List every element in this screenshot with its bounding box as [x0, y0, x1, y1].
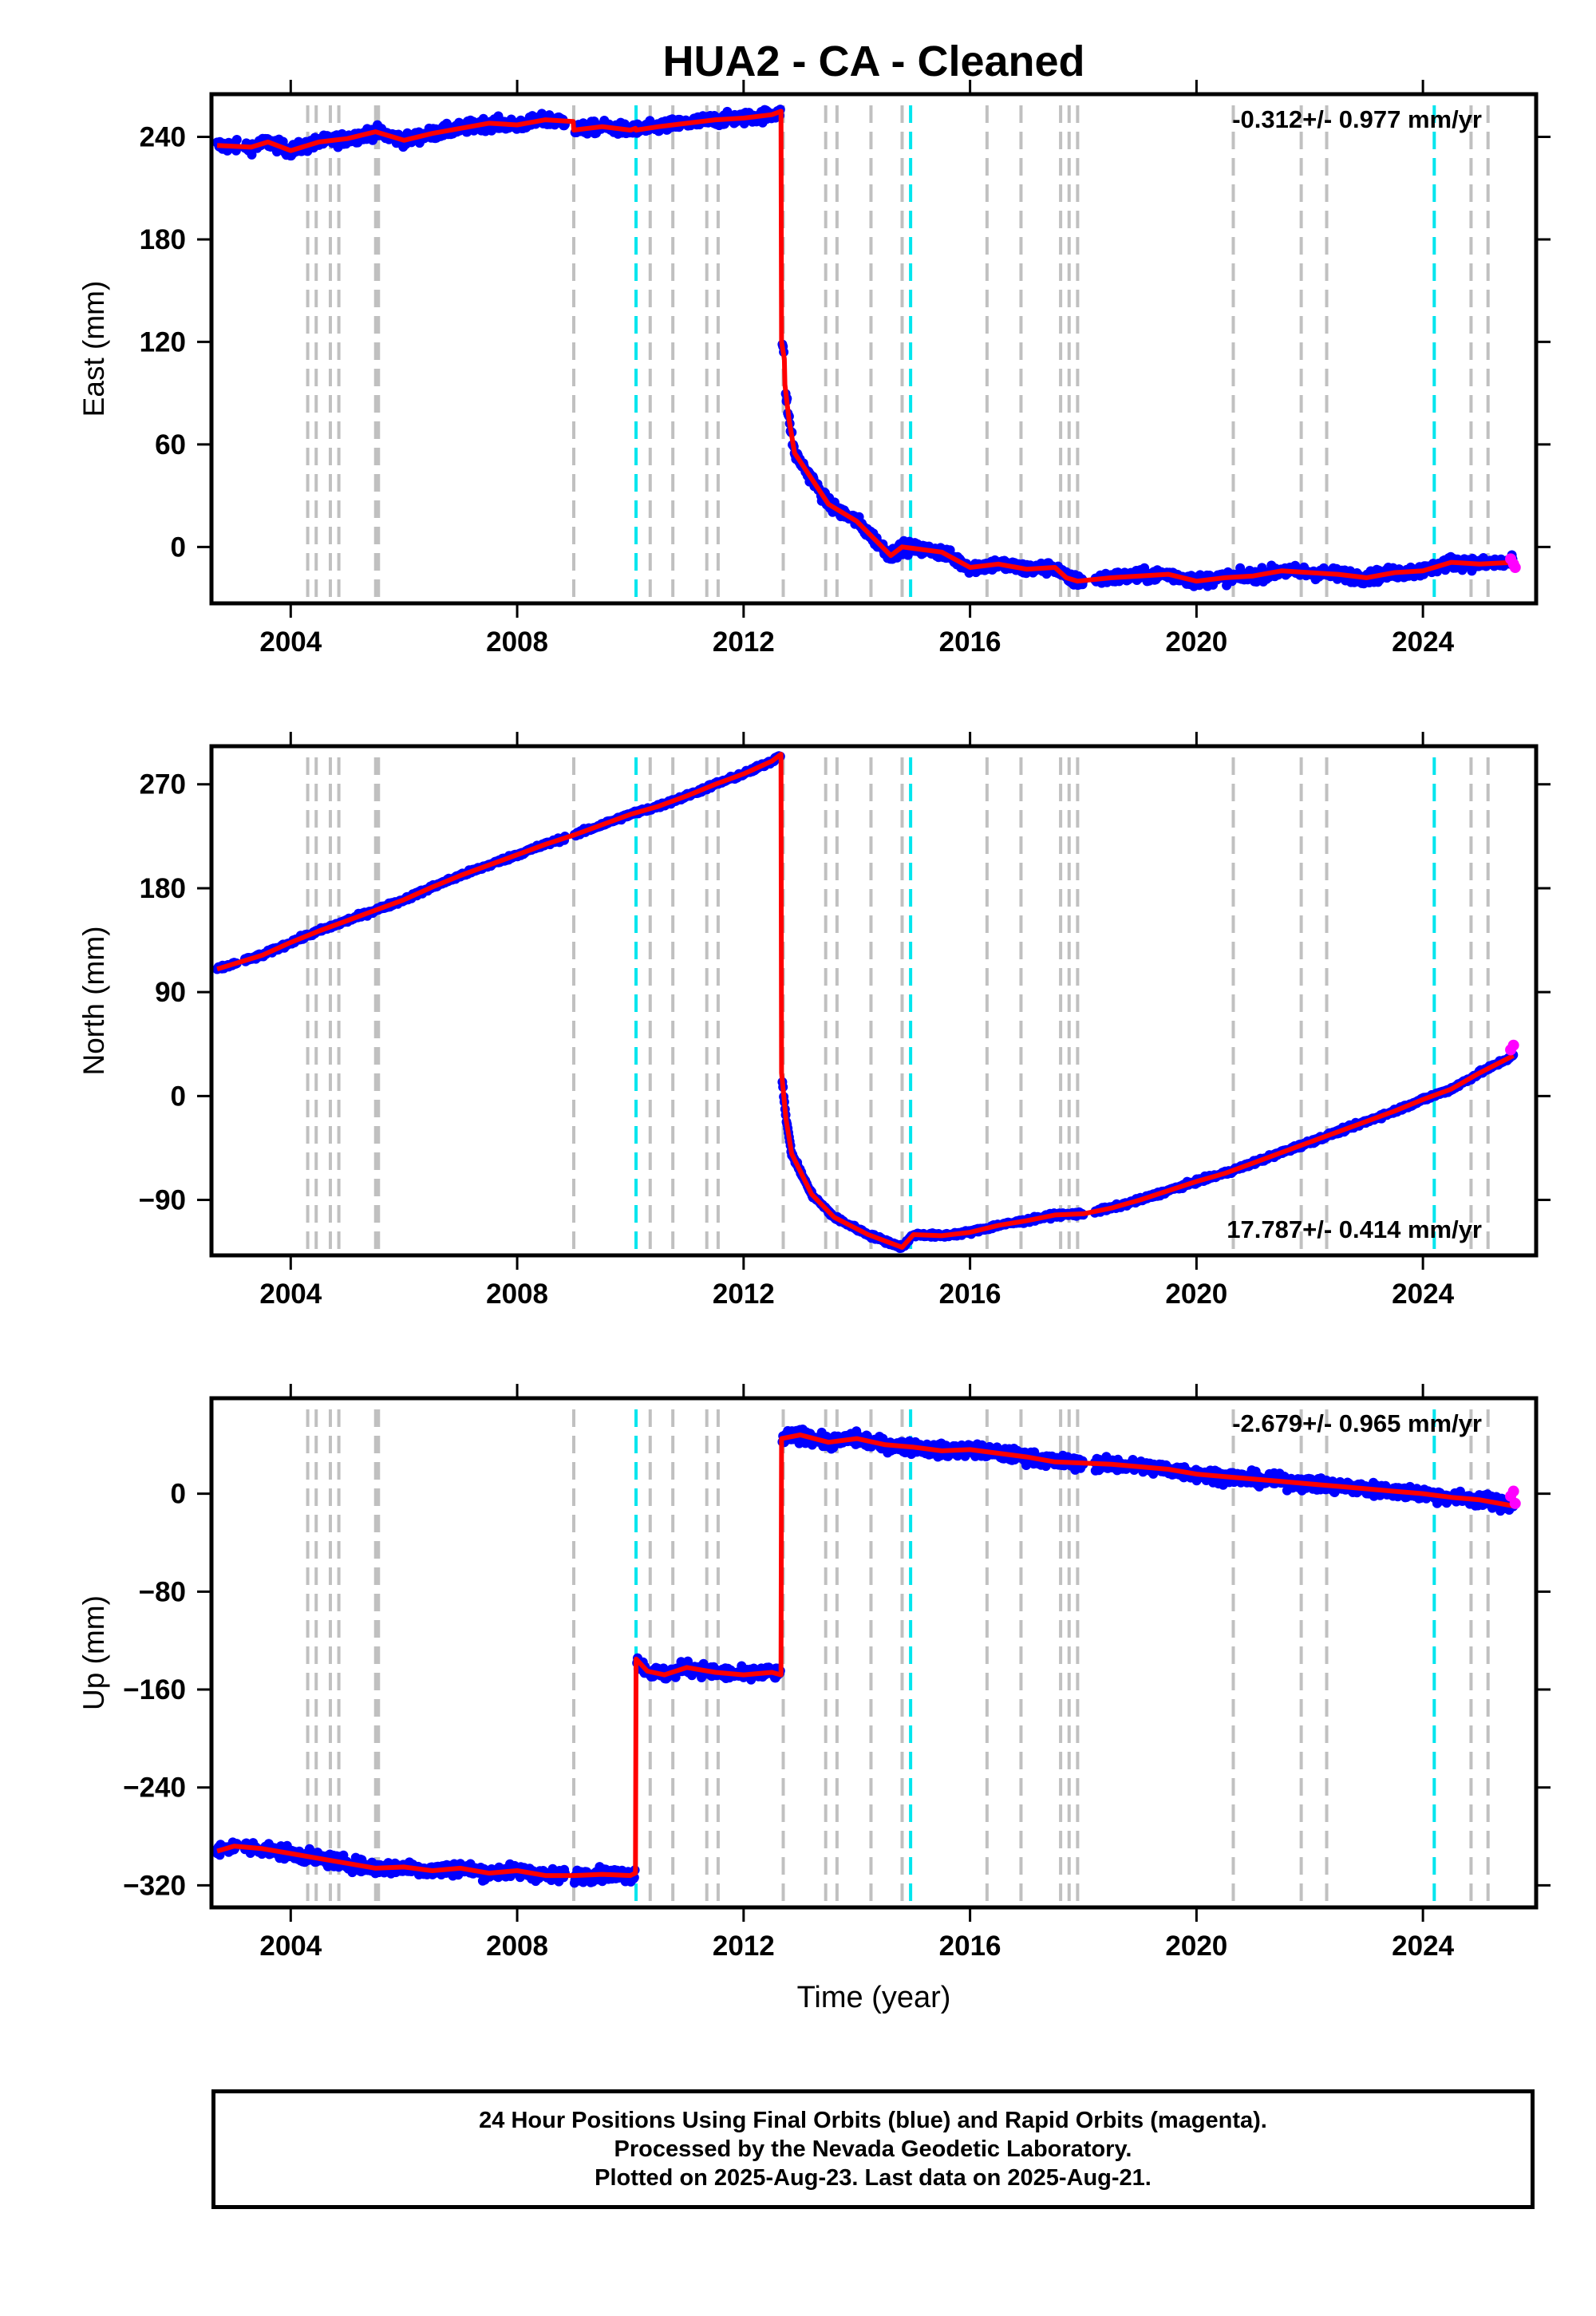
rapid-orbit-point [1509, 562, 1521, 574]
y-tick-label: −90 [139, 1185, 186, 1216]
x-tick-label: 2024 [1392, 1279, 1454, 1310]
data-point [247, 149, 257, 160]
plot-frame [209, 744, 1539, 1258]
figure-title: HUA2 - CA - Cleaned [662, 38, 1084, 85]
model-line [216, 109, 1514, 584]
x-tick-label: 2004 [259, 1279, 322, 1310]
model-line [216, 752, 1515, 1250]
y-tick-label: 0 [171, 1081, 186, 1112]
panel-1: 2004 2008 2012 2016 2020 2024 0 60 120 180 240 East… [77, 80, 1551, 658]
x-tick-label: 2020 [1165, 1279, 1227, 1310]
rapid-orbit-point [1507, 1039, 1519, 1051]
x-tick-label: 2020 [1165, 626, 1227, 658]
rate-annotation: 17.787+/- 0.414 mm/yr [1227, 1215, 1482, 1243]
final-orbit-points [212, 751, 1519, 1253]
y-tick-label: 90 [155, 977, 186, 1008]
rate-annotation: -0.312+/- 0.977 mm/yr [1232, 105, 1482, 133]
y-tick-label: 60 [155, 429, 186, 460]
y-tick-label: 180 [140, 224, 186, 255]
plot-frame [209, 92, 1539, 606]
x-tick-label: 2008 [486, 626, 548, 658]
y-axis-label: East (mm) [77, 281, 110, 417]
x-tick-label: 2012 [713, 626, 775, 658]
y-tick-label: 270 [140, 769, 186, 800]
final-orbit-points [212, 105, 1519, 591]
y-axis-label: North (mm) [77, 926, 110, 1075]
x-tick-label: 2016 [939, 626, 1001, 658]
data-point [231, 135, 242, 144]
y-tick-label: 240 [140, 122, 186, 153]
panels: 2004 2008 2012 2016 2020 2024 0 60 120 180 240 East… [77, 80, 1551, 1962]
final-orbit-points [212, 1425, 1519, 1888]
y-tick-label: 180 [140, 873, 186, 904]
x-tick-label: 2008 [486, 1279, 548, 1310]
panel-3: 2004 2008 2012 2016 2020 2024−320−240−160−800… [77, 1384, 1551, 1962]
panel-2: 2004 2008 2012 2016 2020 2024 −90 0 90 180 270 Nort… [77, 732, 1551, 1310]
x-tick-label: 2004 [259, 626, 322, 658]
x-tick-label: 2012 [713, 1279, 775, 1310]
y-tick-label: 0 [171, 532, 186, 563]
x-tick-label: 2016 [939, 1279, 1001, 1310]
x-tick-label: 2024 [1392, 626, 1454, 658]
y-tick-label: 120 [140, 326, 186, 358]
